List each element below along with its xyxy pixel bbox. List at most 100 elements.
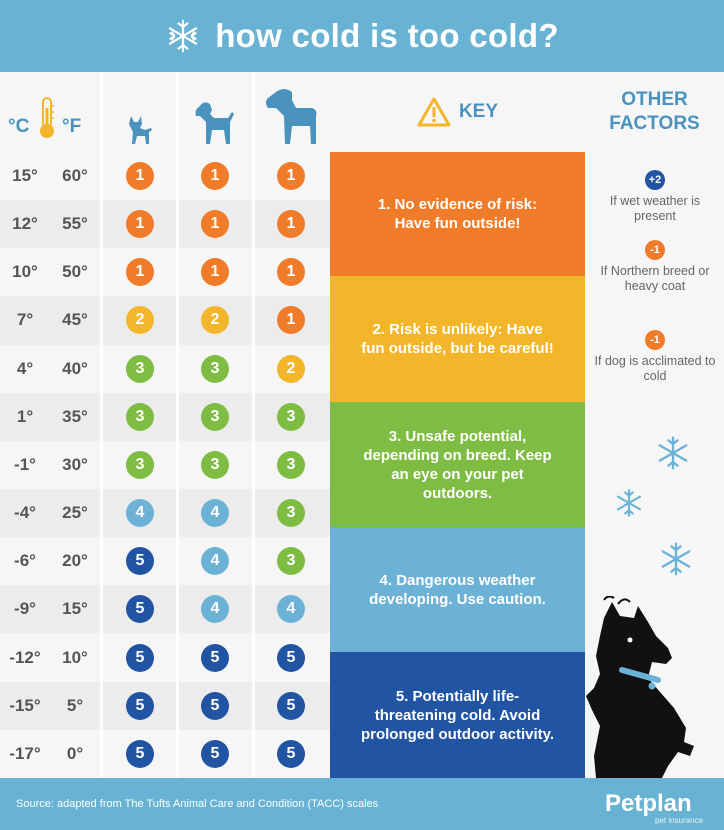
footer: Source: adapted from The Tufts Animal Ca… bbox=[0, 778, 724, 830]
risk-level-badge: 5 bbox=[277, 643, 305, 672]
factor-badge: -1 bbox=[645, 330, 665, 350]
risk-level-badge: 2 bbox=[277, 354, 305, 383]
table-row bbox=[0, 296, 330, 345]
risk-level-badge: 1 bbox=[277, 210, 305, 239]
other-factors-title-line1: OTHER bbox=[621, 89, 688, 110]
fahrenheit-label: °F bbox=[62, 116, 82, 137]
risk-level-badge: 5 bbox=[126, 643, 154, 672]
risk-level-badge: 5 bbox=[126, 547, 154, 576]
snowflake-icon bbox=[168, 19, 198, 53]
fahrenheit-value: 0° bbox=[66, 743, 84, 763]
celsius-value: 1° bbox=[16, 406, 34, 426]
risk-level-badge: 1 bbox=[201, 258, 229, 287]
key-label: KEY bbox=[458, 101, 499, 122]
small-dog-icon bbox=[129, 116, 152, 144]
source-note: Source: adapted from The Tufts Animal Ca… bbox=[16, 798, 379, 810]
table-row bbox=[0, 248, 330, 297]
factor-badge: -1 bbox=[645, 240, 665, 260]
risk-level-badge: 5 bbox=[277, 691, 305, 720]
celsius-value: 7° bbox=[16, 310, 34, 330]
risk-level-badge: 2 bbox=[126, 306, 154, 335]
divider bbox=[252, 72, 255, 778]
risk-level-badge: 1 bbox=[126, 210, 154, 239]
risk-level-badge: 3 bbox=[277, 450, 305, 479]
other-factors-title-line2: FACTORS bbox=[609, 113, 700, 134]
divider bbox=[100, 72, 103, 778]
risk-level-badge: 3 bbox=[277, 499, 305, 528]
table-header bbox=[0, 72, 330, 152]
risk-level-badge: 1 bbox=[277, 258, 305, 287]
risk-level-badge: 3 bbox=[201, 354, 229, 383]
risk-level-badge: 3 bbox=[277, 547, 305, 576]
risk-level-badge: 4 bbox=[277, 595, 305, 624]
risk-level-badge: 1 bbox=[126, 258, 154, 287]
table-row bbox=[0, 200, 330, 249]
key-item: 2. Risk is unlikely: Have fun outside, b… bbox=[330, 276, 585, 402]
risk-level-badge: 3 bbox=[201, 450, 229, 479]
table-row bbox=[0, 489, 330, 538]
risk-level-badge: 5 bbox=[201, 739, 229, 768]
celsius-value: -6° bbox=[14, 551, 36, 571]
fahrenheit-value: 10° bbox=[62, 647, 88, 667]
risk-level-badge: 1 bbox=[277, 306, 305, 335]
risk-level-badge: 3 bbox=[126, 354, 154, 383]
table-row bbox=[0, 152, 330, 201]
celsius-value: 15° bbox=[12, 166, 38, 185]
risk-level-badge: 1 bbox=[201, 162, 229, 190]
fahrenheit-value: 30° bbox=[62, 454, 88, 474]
risk-level-badge: 4 bbox=[126, 499, 154, 528]
table-row bbox=[0, 729, 330, 778]
snowflake-icon bbox=[658, 436, 688, 470]
celsius-value: -17° bbox=[9, 743, 41, 763]
risk-level-badge: 5 bbox=[277, 739, 305, 768]
risk-level-badge: 4 bbox=[201, 547, 229, 576]
factor-badge: +2 bbox=[645, 170, 665, 190]
table-row bbox=[0, 344, 330, 393]
brand-logo: Petplan bbox=[605, 790, 692, 817]
fahrenheit-value: 40° bbox=[62, 358, 88, 378]
risk-level-badge: 5 bbox=[126, 691, 154, 720]
risk-level-badge: 5 bbox=[126, 739, 154, 768]
scottie-dog-illustration bbox=[586, 596, 694, 778]
risk-level-badge: 5 bbox=[201, 691, 229, 720]
page-title: how cold is too cold? bbox=[215, 17, 559, 54]
table-row bbox=[0, 392, 330, 441]
key-item: 3. Unsafe potential, depending on breed.… bbox=[330, 402, 585, 527]
risk-level-badge: 3 bbox=[126, 450, 154, 479]
celsius-value: 4° bbox=[16, 358, 34, 378]
risk-level-badge: 4 bbox=[201, 595, 229, 624]
fahrenheit-value: 25° bbox=[62, 503, 88, 523]
key-item: 4. Dangerous weather developing. Use cau… bbox=[330, 527, 585, 652]
large-dog-icon bbox=[266, 89, 317, 144]
snowflake-icon bbox=[616, 489, 642, 517]
fahrenheit-value: 15° bbox=[62, 599, 88, 619]
fahrenheit-value: 60° bbox=[62, 166, 88, 185]
key-item: 1. No evidence of risk: Have fun outside… bbox=[330, 152, 585, 276]
risk-level-badge: 1 bbox=[126, 162, 154, 190]
celsius-value: -15° bbox=[9, 695, 41, 715]
key-item: 5. Potentially life-threatening cold. Av… bbox=[330, 652, 585, 778]
warning-icon bbox=[417, 97, 451, 127]
risk-level-badge: 5 bbox=[201, 643, 229, 672]
fahrenheit-value: 5° bbox=[66, 695, 84, 715]
factor-text: If wet weather is present bbox=[609, 194, 701, 223]
risk-level-badge: 1 bbox=[277, 162, 305, 190]
table-row bbox=[0, 633, 330, 682]
table-row bbox=[0, 440, 330, 490]
fahrenheit-value: 55° bbox=[62, 214, 88, 234]
divider bbox=[176, 72, 179, 778]
celsius-value: 10° bbox=[12, 262, 38, 282]
snowflake-icon bbox=[661, 542, 691, 576]
table-row bbox=[0, 681, 330, 730]
risk-level-badge: 4 bbox=[201, 499, 229, 528]
risk-level-badge: 3 bbox=[277, 402, 305, 431]
risk-level-badge: 2 bbox=[201, 306, 229, 335]
brand-tagline: pet insurance bbox=[655, 816, 704, 825]
key-header: KEY bbox=[330, 72, 585, 152]
fahrenheit-value: 45° bbox=[62, 310, 88, 330]
celsius-value: -1° bbox=[14, 454, 36, 474]
title-bar: how cold is too cold? bbox=[0, 0, 724, 72]
risk-level-badge: 5 bbox=[126, 595, 154, 624]
factor-text: If dog is acclimated to cold bbox=[594, 354, 716, 383]
